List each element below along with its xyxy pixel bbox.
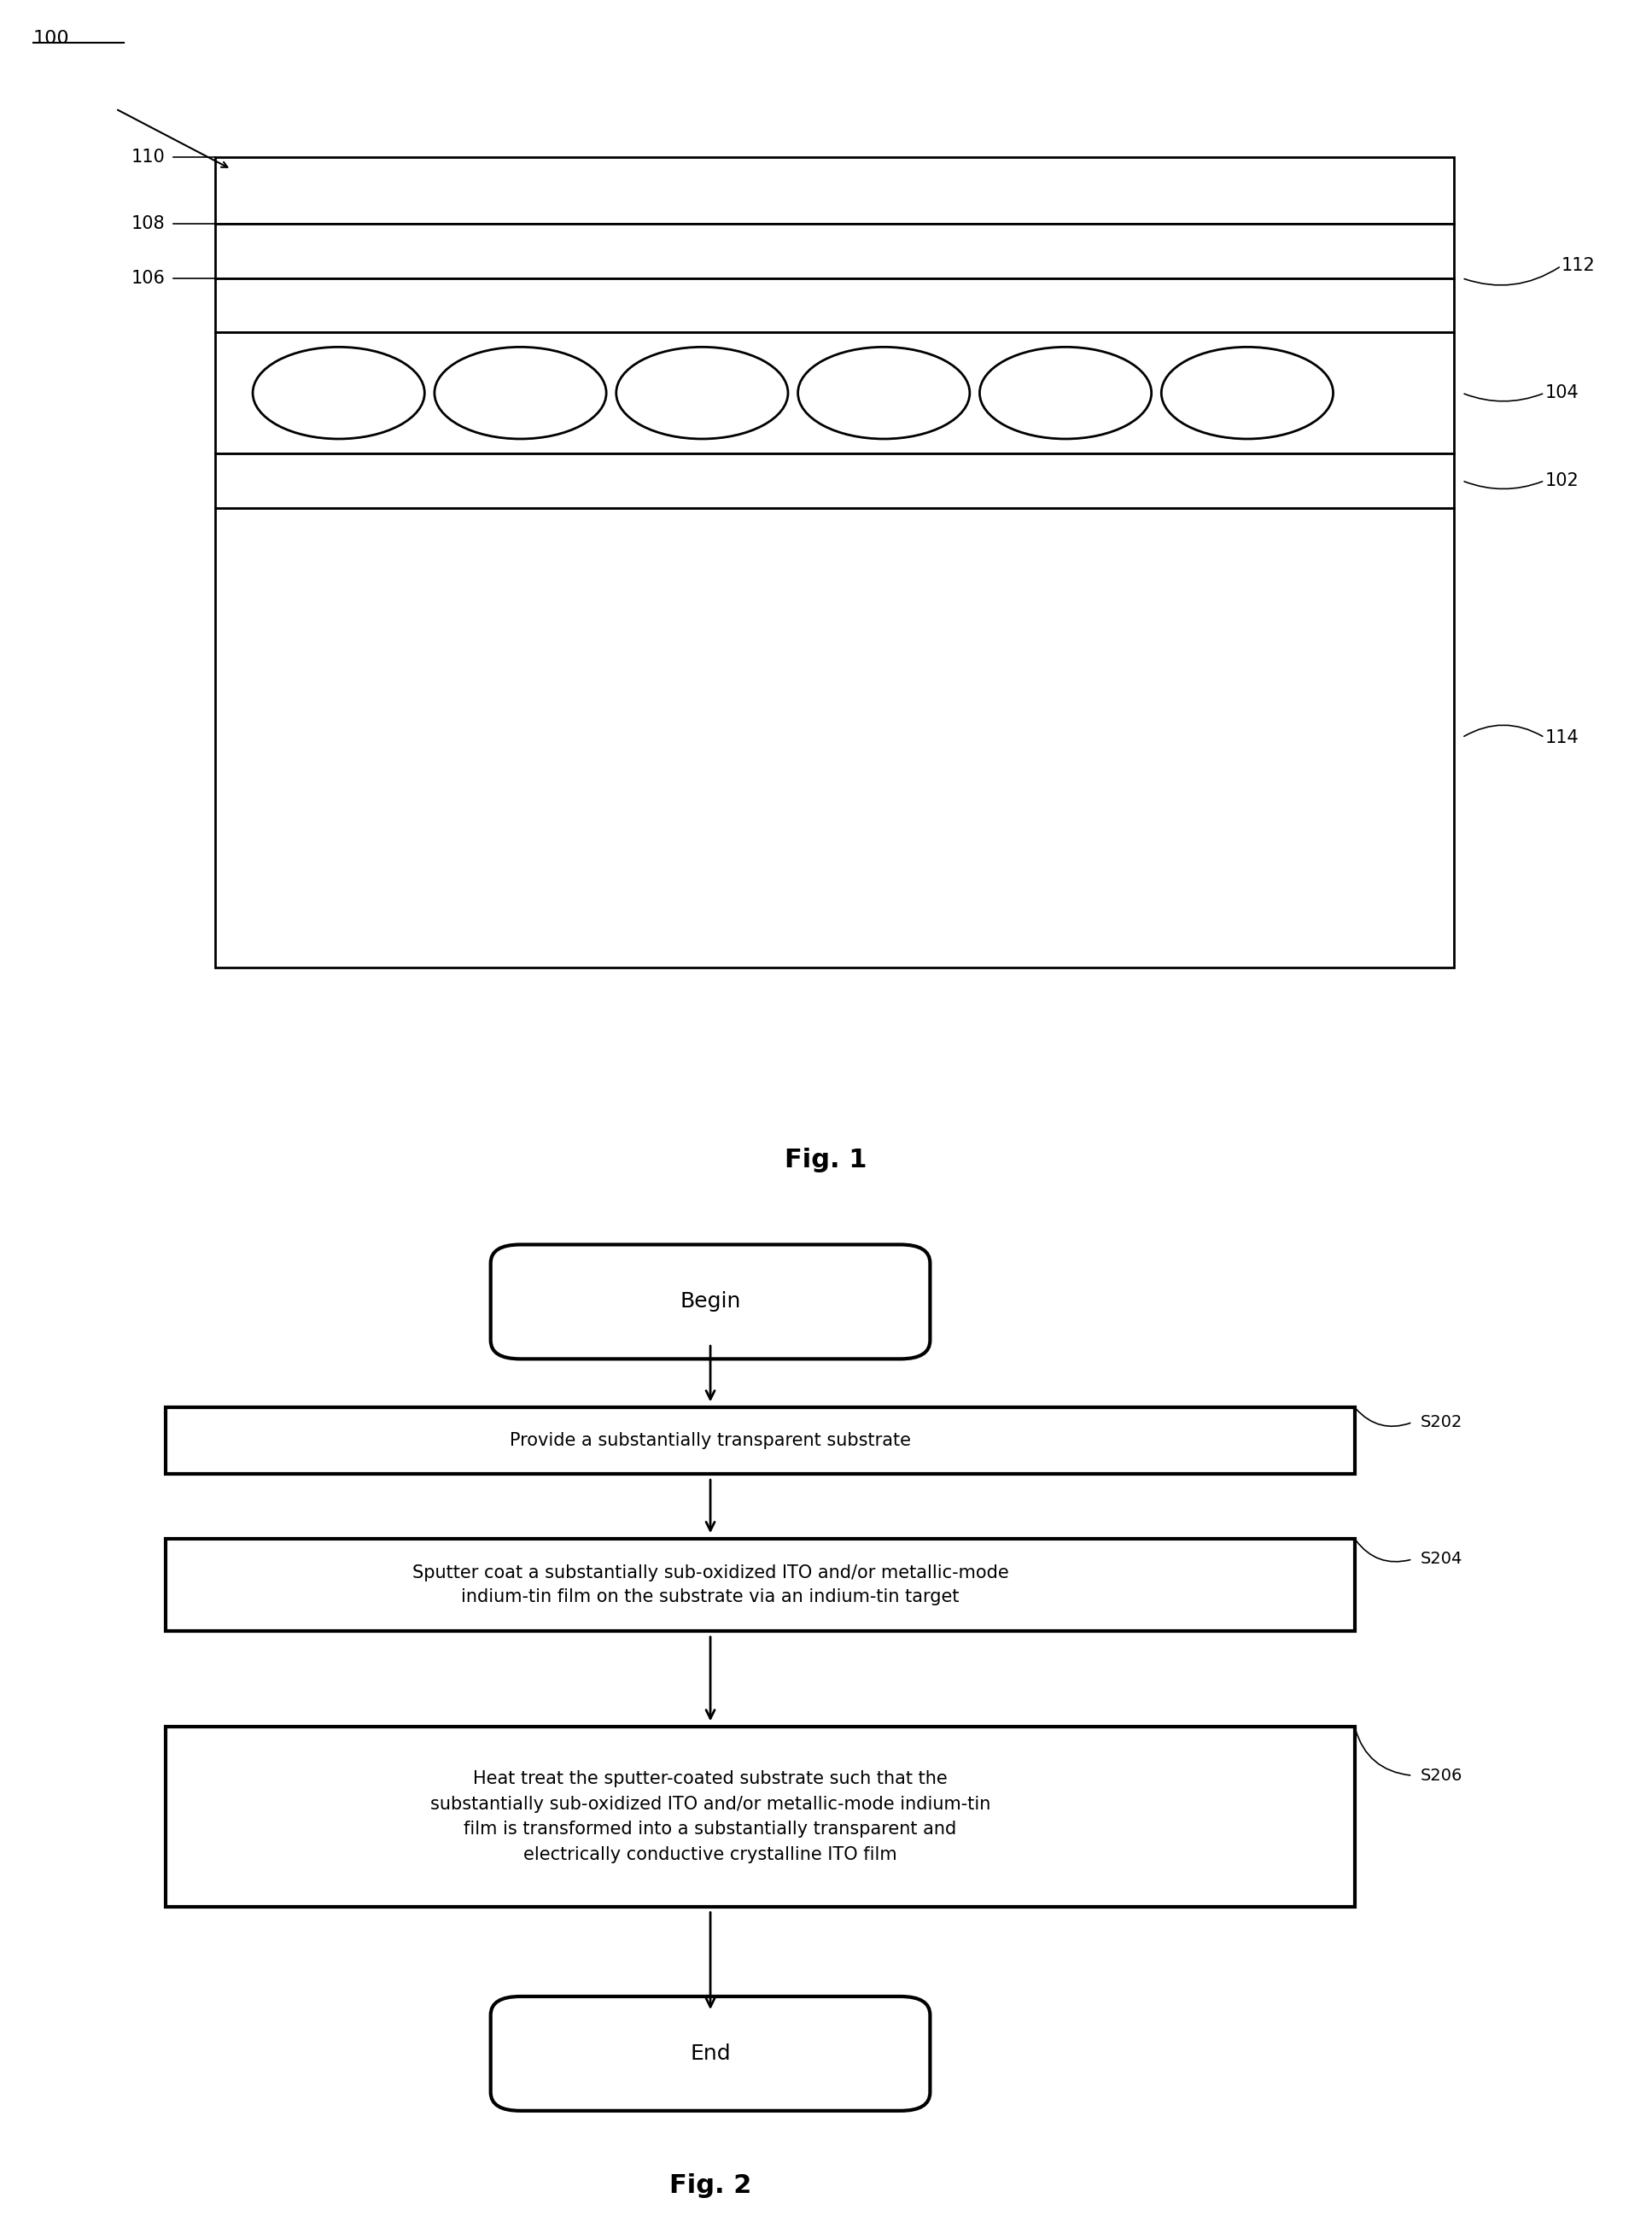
Text: 102: 102 (1545, 472, 1579, 488)
Text: 108: 108 (132, 215, 165, 233)
Bar (215, 157, 1454, 224)
Text: 100: 100 (33, 29, 69, 47)
Bar (165, 1538, 1355, 1632)
Text: S204: S204 (1421, 1552, 1464, 1567)
Text: Heat treat the sputter-coated substrate such that the
substantially sub-oxidized: Heat treat the sputter-coated substrate … (430, 1771, 991, 1863)
Text: 112: 112 (1561, 257, 1596, 275)
Text: 110: 110 (131, 148, 165, 166)
Ellipse shape (980, 347, 1151, 439)
Bar (215, 508, 1454, 967)
Bar (215, 224, 1454, 278)
Bar (165, 1726, 1355, 1908)
Bar (215, 452, 1454, 508)
Bar (215, 334, 1454, 452)
Text: End: End (691, 2044, 730, 2064)
Text: Fig. 1: Fig. 1 (785, 1149, 867, 1173)
Text: S202: S202 (1421, 1415, 1464, 1431)
Text: 114: 114 (1545, 730, 1579, 746)
FancyBboxPatch shape (491, 1997, 930, 2111)
Text: 104: 104 (1545, 385, 1579, 401)
Ellipse shape (798, 347, 970, 439)
Text: Provide a substantially transparent substrate: Provide a substantially transparent subs… (510, 1433, 910, 1449)
Bar (215, 278, 1454, 334)
Text: Fig. 2: Fig. 2 (669, 2174, 752, 2199)
Ellipse shape (253, 347, 425, 439)
Text: Begin: Begin (681, 1292, 740, 1312)
Ellipse shape (434, 347, 606, 439)
Text: S206: S206 (1421, 1767, 1464, 1784)
Text: 106: 106 (131, 269, 165, 287)
Bar (165, 1408, 1355, 1473)
FancyBboxPatch shape (491, 1245, 930, 1359)
Text: Sputter coat a substantially sub-oxidized ITO and/or metallic-mode
indium-tin fi: Sputter coat a substantially sub-oxidize… (411, 1565, 1009, 1605)
Ellipse shape (616, 347, 788, 439)
Ellipse shape (1161, 347, 1333, 439)
